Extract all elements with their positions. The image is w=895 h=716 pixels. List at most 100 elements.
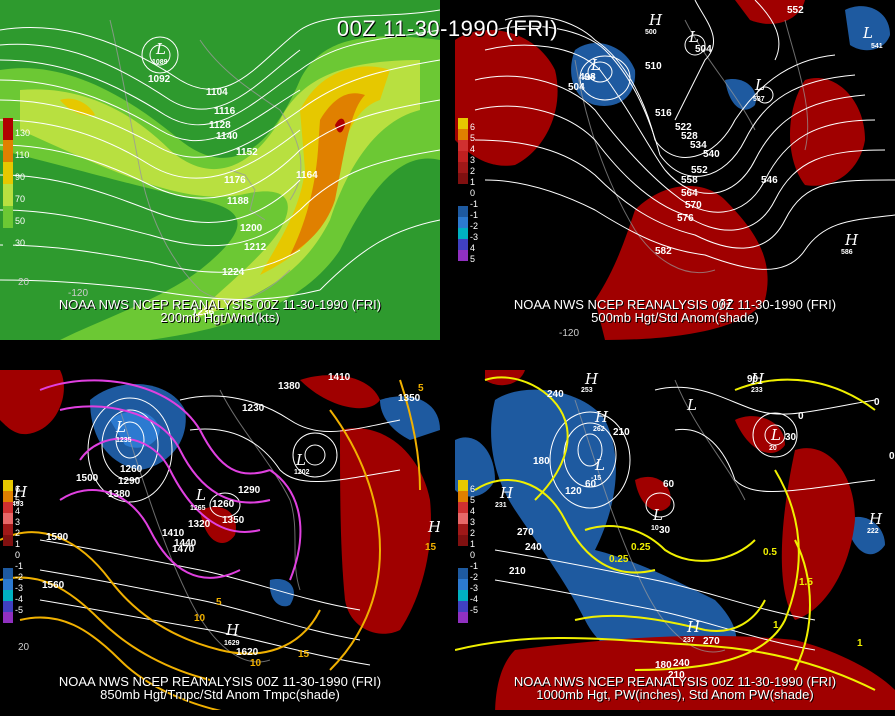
- pos-anom-south: [495, 635, 895, 710]
- neg-anom-south: [269, 579, 294, 607]
- contour-label: 504: [568, 82, 585, 93]
- legend-swatch: [458, 195, 468, 206]
- caption-line1: NOAA NWS NCEP REANALYSIS 00Z 11-30-1990 …: [58, 297, 382, 312]
- contour-label: 1560: [42, 580, 65, 591]
- low-marker: L: [770, 426, 781, 444]
- contour-label: 5: [418, 383, 424, 394]
- legend-swatch: [3, 480, 13, 491]
- legend-label: 3: [470, 155, 476, 165]
- legend-swatch: [3, 513, 13, 524]
- high-marker: H: [686, 618, 701, 636]
- low-value: 1089: [152, 59, 168, 66]
- legend-label: 5: [470, 133, 476, 143]
- contour-label: 1230: [242, 403, 265, 414]
- cold-temp-contours: [39, 379, 302, 581]
- legend-swatch: [3, 590, 13, 601]
- contour-label: 1320: [188, 519, 211, 530]
- legend-swatch: [3, 546, 13, 557]
- contour-labels-1000mb: 240 210 180 120 60 60 30 0 0 30 0 0.25 0…: [509, 374, 895, 681]
- legend-swatch: [458, 217, 468, 228]
- contour-label: 1260: [120, 464, 143, 475]
- contour-label: 552: [787, 5, 804, 16]
- low-marker: L: [115, 418, 126, 436]
- contour-label: 120: [565, 486, 582, 497]
- contour-label: 60: [585, 479, 597, 490]
- low-value: 504: [695, 44, 712, 55]
- contour-label: 0.5: [763, 547, 777, 558]
- legend-label: 3: [470, 517, 476, 527]
- contour-label: 1128: [209, 120, 231, 131]
- low-value: -15: [591, 475, 601, 482]
- legend-swatch: [458, 250, 468, 261]
- contour-label: 1470: [172, 544, 195, 555]
- high-marker: H: [844, 231, 859, 249]
- caption-line2: 200mb Hgt/Wnd(kts): [160, 310, 280, 325]
- legend-label: -5: [15, 605, 24, 615]
- wind-band-110: [290, 93, 365, 255]
- panel-1000mb: 240 210 180 120 60 60 30 0 0 30 0 0.25 0…: [455, 370, 895, 710]
- legend-swatch: [3, 491, 13, 502]
- legend-swatch: [3, 228, 13, 250]
- legend-swatch: [3, 162, 13, 184]
- low-marker: L: [594, 456, 605, 474]
- legend-label: 2: [470, 528, 476, 538]
- wind-band-90-west: [60, 98, 95, 116]
- low-value: 1235: [116, 437, 132, 444]
- legend-swatch: [3, 502, 13, 513]
- legend-swatch: [3, 118, 13, 140]
- contour-label: 1350: [222, 515, 245, 526]
- pos-anom-east: [340, 428, 431, 634]
- contour-label: 210: [668, 670, 685, 681]
- contour-label: 1350: [398, 393, 421, 404]
- contour-label: 1410: [162, 528, 185, 539]
- contour-label: 1140: [216, 131, 238, 142]
- low-value: 1202: [294, 469, 310, 476]
- legend-swatch: [3, 601, 13, 612]
- high-marker: H: [750, 370, 765, 388]
- legend-label: -5: [470, 605, 479, 615]
- low-value: 537: [753, 96, 765, 103]
- contour-label: 0: [889, 451, 895, 462]
- contour-label: 10: [194, 613, 206, 624]
- contour-label: 15: [298, 649, 310, 660]
- legend-swatch: [458, 524, 468, 535]
- contour-label: 1380: [108, 489, 131, 500]
- legend-swatch: [3, 206, 13, 228]
- legend-swatch: [458, 590, 468, 601]
- contour-labels-200mb: 1092 1104 1116 1128 1140 1152 1164 1176 …: [148, 74, 318, 318]
- lon-label: 20: [18, 642, 30, 653]
- map-200mb: 1092 1104 1116 1128 1140 1152 1164 1176 …: [0, 0, 440, 340]
- legend-swatch: [3, 184, 13, 206]
- high-value: 1493: [8, 501, 24, 508]
- neg-anom-east: [845, 516, 885, 555]
- caption-line1: NOAA NWS NCEP REANALYSIS 00Z 11-30-1990 …: [513, 297, 837, 312]
- legend-swatch: [458, 502, 468, 513]
- map-850mb: 1410 1380 1230 1350 1290 1260 1320 1350 …: [0, 370, 440, 710]
- high-marker: H: [225, 621, 240, 639]
- contour-label: 540: [703, 149, 720, 160]
- high-marker: H: [499, 484, 514, 502]
- pos-anom-north: [300, 375, 380, 409]
- caption-line1: NOAA NWS NCEP REANALYSIS 00Z 11-30-1990 …: [58, 674, 382, 689]
- pos-anom-atlantic: [781, 448, 855, 620]
- height-contours-850mb: [39, 395, 401, 666]
- legend-label: 130: [15, 128, 31, 138]
- contour-label: 180: [655, 660, 672, 671]
- contour-label: 240: [673, 658, 690, 669]
- height-contours-200mb: [0, 9, 440, 300]
- main-title: 00Z 11-30-1990 (FRI): [336, 16, 559, 41]
- legend-label: 1: [15, 539, 21, 549]
- high-value: 233: [751, 387, 763, 394]
- contour-label: 582: [655, 246, 672, 257]
- pos-anom-west: [455, 30, 558, 166]
- contour-label: 0: [874, 397, 880, 408]
- pos-anom-south: [595, 186, 768, 340]
- high-value: 222: [867, 528, 879, 535]
- map-500mb: 552 504 510 498 516 522 528 534 540 546 …: [455, 0, 895, 340]
- contour-label: 1104: [206, 87, 228, 98]
- legend-swatch: [458, 228, 468, 239]
- legend-label: -1: [470, 561, 479, 571]
- high-value: 262: [593, 426, 605, 433]
- caption-line2: 850mb Hgt/Tmpc/Std Anom Tmpc(shade): [100, 687, 340, 702]
- contour-label: 1212: [244, 242, 267, 253]
